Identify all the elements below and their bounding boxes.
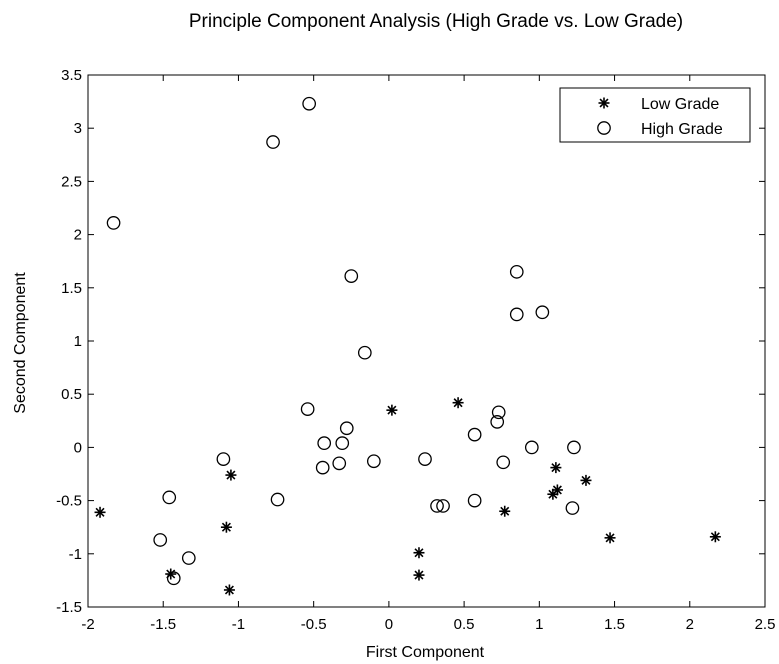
low-grade-point [413, 569, 425, 581]
x-tick-label: 1 [535, 616, 543, 633]
y-tick-label: 2 [74, 227, 82, 244]
x-tick-label: 0 [385, 616, 393, 633]
plot-area [87, 74, 766, 608]
low-grade-point [225, 469, 237, 481]
high-grade-point [153, 533, 168, 547]
x-tick-label: -2 [81, 616, 94, 633]
x-tick-label: 0.5 [454, 616, 475, 633]
high-grade-point [339, 421, 354, 436]
y-tick-label: 0 [74, 439, 82, 456]
low-grade-point [165, 568, 177, 580]
high-grade-point [162, 490, 177, 505]
x-tick-label: 1.5 [604, 616, 625, 633]
high-grade-point [567, 440, 581, 455]
high-grade-point [565, 501, 580, 515]
x-tick-label: -1.5 [150, 616, 176, 633]
plot-border [87, 74, 766, 608]
high-grade-point [302, 96, 317, 111]
high-grade-point [216, 452, 231, 466]
legend-circle-icon [597, 121, 611, 135]
low-grade-point [580, 474, 592, 486]
low-grade-point [550, 462, 562, 474]
high-grade-point [491, 405, 506, 420]
high-grade-point [300, 402, 315, 416]
high-grade-point [315, 460, 330, 475]
high-grade-point [436, 499, 450, 513]
x-axis-label: First Component [366, 644, 485, 661]
legend-asterisk-icon [598, 97, 610, 109]
high-grade-point [524, 440, 539, 455]
y-tick-label: 3.5 [61, 67, 82, 84]
x-tick-label: 2 [686, 616, 694, 633]
legend-label: Low Grade [641, 96, 719, 113]
high-grade-point [418, 452, 432, 466]
high-grade-point [509, 264, 524, 279]
high-grade-point [467, 427, 482, 442]
low-grade-point [547, 488, 559, 500]
high-grade-point [270, 492, 285, 507]
high-grade-point [181, 551, 196, 565]
low-grade-point [452, 397, 464, 409]
high-grade-point [317, 436, 332, 450]
y-tick-label: 2.5 [61, 173, 82, 190]
high-grade-point [106, 216, 121, 230]
high-grade-point [166, 571, 181, 586]
high-grade-point [344, 269, 359, 283]
high-grade-point [430, 499, 444, 513]
y-tick-label: 1.5 [61, 280, 82, 297]
y-tick-label: -1 [69, 546, 82, 563]
y-axis-ticks: -1.5 -1 -0.5 0 0.5 1 1.5 2 2.5 3 3.5 [56, 67, 765, 616]
y-axis-label: Second Component [12, 272, 29, 414]
low-grade-point [413, 547, 425, 559]
high-grade-point [357, 345, 372, 360]
legend: Low Grade High Grade [559, 87, 751, 143]
y-tick-label: -0.5 [56, 493, 82, 510]
high-grade-point [332, 456, 347, 471]
data-points [94, 96, 721, 596]
high-grade-point [467, 493, 482, 508]
low-grade-point [499, 505, 511, 517]
high-grade-point [535, 305, 550, 320]
low-grade-point [223, 584, 235, 596]
low-grade-point [386, 404, 398, 416]
low-grade-point [94, 506, 106, 518]
chart-title: Principle Component Analysis (High Grade… [189, 11, 683, 32]
x-axis-ticks: -2 -1.5 -1 -0.5 0 0.5 1 1.5 2 2.5 [81, 75, 775, 633]
legend-label: High Grade [641, 121, 723, 138]
high-grade-point [335, 436, 350, 450]
high-grade-point [366, 454, 381, 469]
high-grade-point [490, 415, 505, 429]
y-tick-label: 3 [74, 120, 82, 137]
x-tick-label: -1 [232, 616, 245, 633]
y-tick-label: 1 [74, 333, 82, 350]
high-grade-point [496, 455, 511, 470]
x-tick-label: -0.5 [301, 616, 327, 633]
high-grade-point [266, 135, 280, 149]
high-grade-point [509, 307, 524, 322]
y-tick-label: -1.5 [56, 599, 82, 616]
low-grade-point [709, 531, 721, 543]
x-tick-label: 2.5 [755, 616, 776, 633]
low-grade-point [604, 532, 616, 544]
low-grade-point [220, 521, 232, 533]
y-tick-label: 0.5 [61, 386, 82, 403]
legend-box [559, 87, 751, 143]
